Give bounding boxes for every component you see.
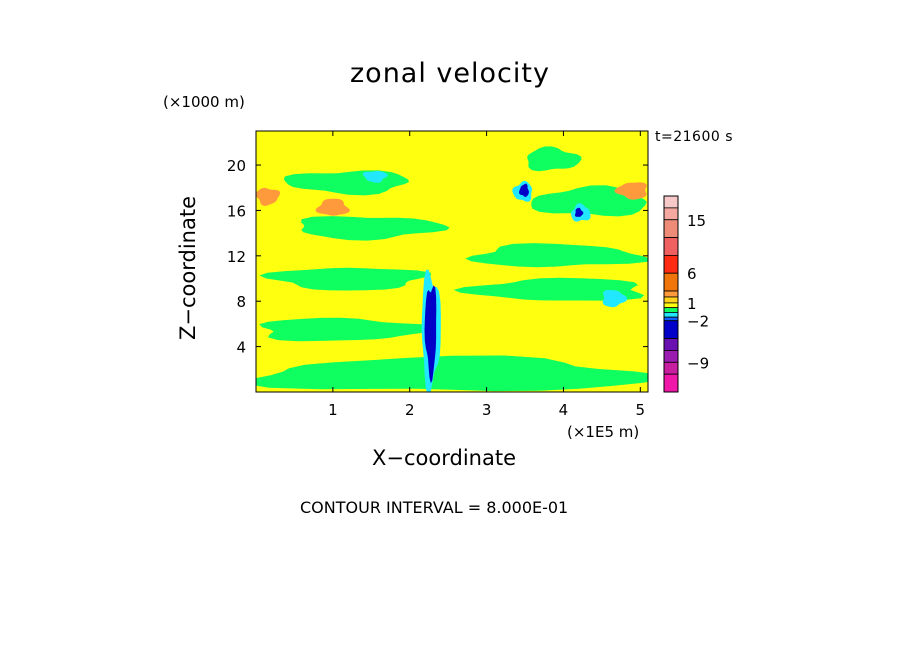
field-region — [519, 183, 529, 197]
colorbar-swatch — [663, 207, 679, 221]
y-tick-label: 12 — [227, 248, 246, 266]
colorbar-frame — [663, 195, 679, 393]
y-tick-label: 20 — [227, 157, 246, 175]
field-region — [575, 207, 584, 217]
x-tick-label: 3 — [482, 401, 492, 419]
y-tick-label: 8 — [236, 293, 246, 311]
colorbar-tick-label: 1 — [687, 295, 697, 313]
colorbar-swatch — [663, 312, 679, 318]
field-region — [259, 267, 431, 291]
field-region — [602, 289, 628, 308]
colorbar-swatch — [663, 302, 679, 309]
y-axis-label: Z−coordinate — [176, 196, 200, 340]
colorbar-swatch — [663, 307, 679, 313]
field-regions — [256, 146, 648, 392]
colorbar-swatch — [663, 320, 679, 339]
colorbar-swatch — [663, 290, 679, 298]
colorbar-tick-label: −9 — [687, 354, 709, 372]
plot-frame — [255, 130, 649, 393]
x-tick-label: 2 — [405, 401, 415, 419]
colorbar-tick-label: 6 — [687, 265, 697, 283]
y-axis-unit: (×1000 m) — [163, 93, 245, 111]
colorbar-swatch — [663, 361, 679, 375]
x-axis-unit: (×1E5 m) — [567, 423, 640, 441]
x-tick-label: 5 — [636, 401, 646, 419]
field-region — [301, 216, 450, 241]
colorbar-swatch — [663, 237, 679, 256]
x-axis-label: X−coordinate — [372, 446, 516, 470]
field-region — [614, 182, 647, 200]
field-region — [527, 146, 582, 172]
colorbar-tick-label: −2 — [687, 313, 709, 331]
colorbar-swatch — [663, 350, 679, 363]
field-region — [465, 243, 648, 268]
colorbar-swatch — [663, 219, 679, 238]
colorbar-swatch — [663, 316, 679, 322]
colorbar-swatch — [663, 296, 679, 304]
field-region — [259, 317, 440, 342]
colorbar-tick-label: 15 — [687, 212, 706, 230]
contour-interval-label: CONTOUR INTERVAL = 8.000E-01 — [300, 498, 569, 517]
field-region — [362, 170, 388, 183]
field-region — [256, 355, 648, 392]
x-tick-label: 4 — [559, 401, 569, 419]
colorbar-swatch — [663, 272, 679, 292]
y-tick-label: 16 — [227, 202, 246, 220]
colorbar-swatch — [663, 373, 679, 393]
y-tick-label: 4 — [236, 339, 246, 357]
field-region — [256, 187, 280, 206]
colorbar-swatch — [663, 254, 679, 274]
field-region — [424, 285, 437, 384]
colorbar-swatch — [663, 195, 679, 209]
colorbar-swatch — [663, 338, 679, 351]
field-region — [315, 198, 350, 216]
x-tick-label: 1 — [328, 401, 338, 419]
chart-title: zonal velocity — [350, 58, 550, 89]
time-label: t=21600 s — [655, 129, 733, 145]
field-region — [453, 277, 645, 301]
